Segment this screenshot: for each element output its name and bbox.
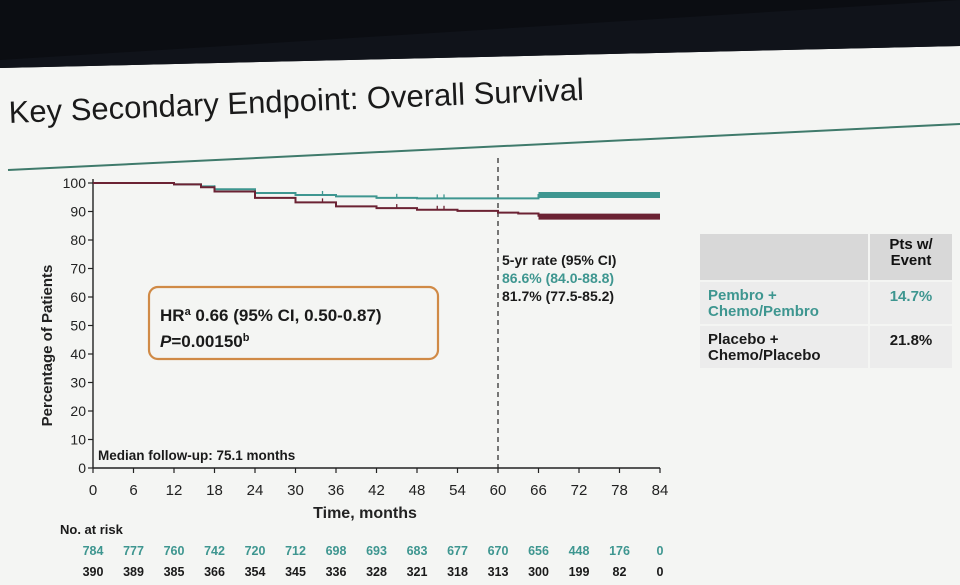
events-table-corner [700,234,868,280]
at-risk-placebo: 82 [613,565,627,579]
at-risk-placebo: 199 [569,565,590,579]
at-risk-placebo: 345 [285,565,306,579]
x-tick-label: 78 [611,482,628,499]
at-risk-pembro: 0 [657,544,664,558]
at-risk-pembro: 698 [326,544,347,558]
p-value-text: P=0.00150b [160,332,250,351]
at-risk-pembro: 176 [609,544,630,558]
x-tick-label: 6 [129,482,137,499]
at-risk-placebo: 390 [83,565,104,579]
x-tick-label: 12 [166,482,183,499]
median-followup: Median follow-up: 75.1 months [98,448,295,463]
y-tick-label: 60 [70,289,86,305]
row-label-line-1: Pembro + [708,287,777,304]
at-risk-pembro: 693 [366,544,387,558]
y-tick-label: 0 [78,460,86,476]
header-line-2: Event [890,252,932,269]
y-tick-label: 40 [70,346,86,362]
at-risk-pembro: 742 [204,544,225,558]
at-risk-label: No. at risk [60,522,124,537]
at-risk-placebo: 366 [204,565,225,579]
x-tick-label: 42 [368,482,385,499]
events-table: Pts w/ Event Pembro + Chemo/Pembro 14.7%… [700,234,952,368]
events-row-label: Placebo + Chemo/Placebo [700,326,868,368]
y-tick-label: 90 [70,204,86,220]
x-tick-label: 54 [449,482,466,499]
row-label-line-2: Chemo/Placebo [708,347,821,364]
at-risk-pembro: 670 [488,544,509,558]
y-tick-label: 50 [70,318,86,334]
at-risk-pembro: 656 [528,544,549,558]
events-row-label: Pembro + Chemo/Pembro [700,282,868,324]
events-row-pembro: Pembro + Chemo/Pembro 14.7% [700,282,952,324]
at-risk-pembro: 720 [245,544,266,558]
x-tick-label: 66 [530,482,547,499]
x-tick-label: 48 [409,482,426,499]
at-risk-placebo: 385 [164,565,185,579]
at-risk-placebo: 300 [528,565,549,579]
x-tick-label: 84 [652,482,669,499]
at-risk-pembro: 784 [83,544,104,558]
at-risk-pembro: 777 [123,544,144,558]
events-row-value: 14.7% [870,282,952,324]
at-risk-pembro: 712 [285,544,306,558]
x-tick-label: 36 [328,482,345,499]
events-row-placebo: Placebo + Chemo/Placebo 21.8% [700,326,952,368]
x-tick-label: 18 [206,482,223,499]
x-tick-label: 30 [287,482,304,499]
hazard-ratio-text: HRa 0.66 (95% CI, 0.50-0.87) [160,306,382,325]
events-row-value: 21.8% [870,326,952,368]
y-tick-label: 80 [70,232,86,248]
at-risk-placebo: 389 [123,565,144,579]
at-risk-placebo: 354 [245,565,266,579]
y-tick-label: 30 [70,375,86,391]
at-risk-pembro: 677 [447,544,468,558]
five-year-rate-placebo: 81.7% (77.5-85.2) [502,288,614,304]
at-risk-placebo: 318 [447,565,468,579]
y-axis-label: Percentage of Patients [39,265,56,427]
five-year-rate-pembro: 86.6% (84.0-88.8) [502,270,614,286]
x-axis-label: Time, months [313,505,417,522]
at-risk-placebo: 321 [407,565,428,579]
x-tick-label: 24 [247,482,264,499]
y-tick-label: 100 [63,175,87,191]
events-table-header-cell: Pts w/ Event [870,234,952,280]
y-tick-label: 20 [70,403,86,419]
x-tick-label: 0 [89,482,97,499]
at-risk-placebo: 328 [366,565,387,579]
at-risk-pembro: 448 [569,544,590,558]
at-risk-placebo: 313 [488,565,509,579]
series-line-placebo [93,182,660,218]
row-label-line-2: Chemo/Pembro [708,303,819,320]
at-risk-pembro: 683 [407,544,428,558]
at-risk-pembro: 760 [164,544,185,558]
y-tick-label: 10 [70,432,86,448]
header-line-1: Pts w/ [889,236,933,253]
title-rule [7,123,960,171]
x-tick-label: 72 [571,482,588,499]
five-year-rate-heading: 5-yr rate (95% CI) [502,252,616,268]
y-tick-label: 70 [70,261,86,277]
at-risk-placebo: 0 [657,565,664,579]
row-label-line-1: Placebo + [708,331,779,348]
x-tick-label: 60 [490,482,507,499]
events-table-header: Pts w/ Event [700,234,952,280]
at-risk-placebo: 336 [326,565,347,579]
hazard-ratio-box [147,285,440,361]
